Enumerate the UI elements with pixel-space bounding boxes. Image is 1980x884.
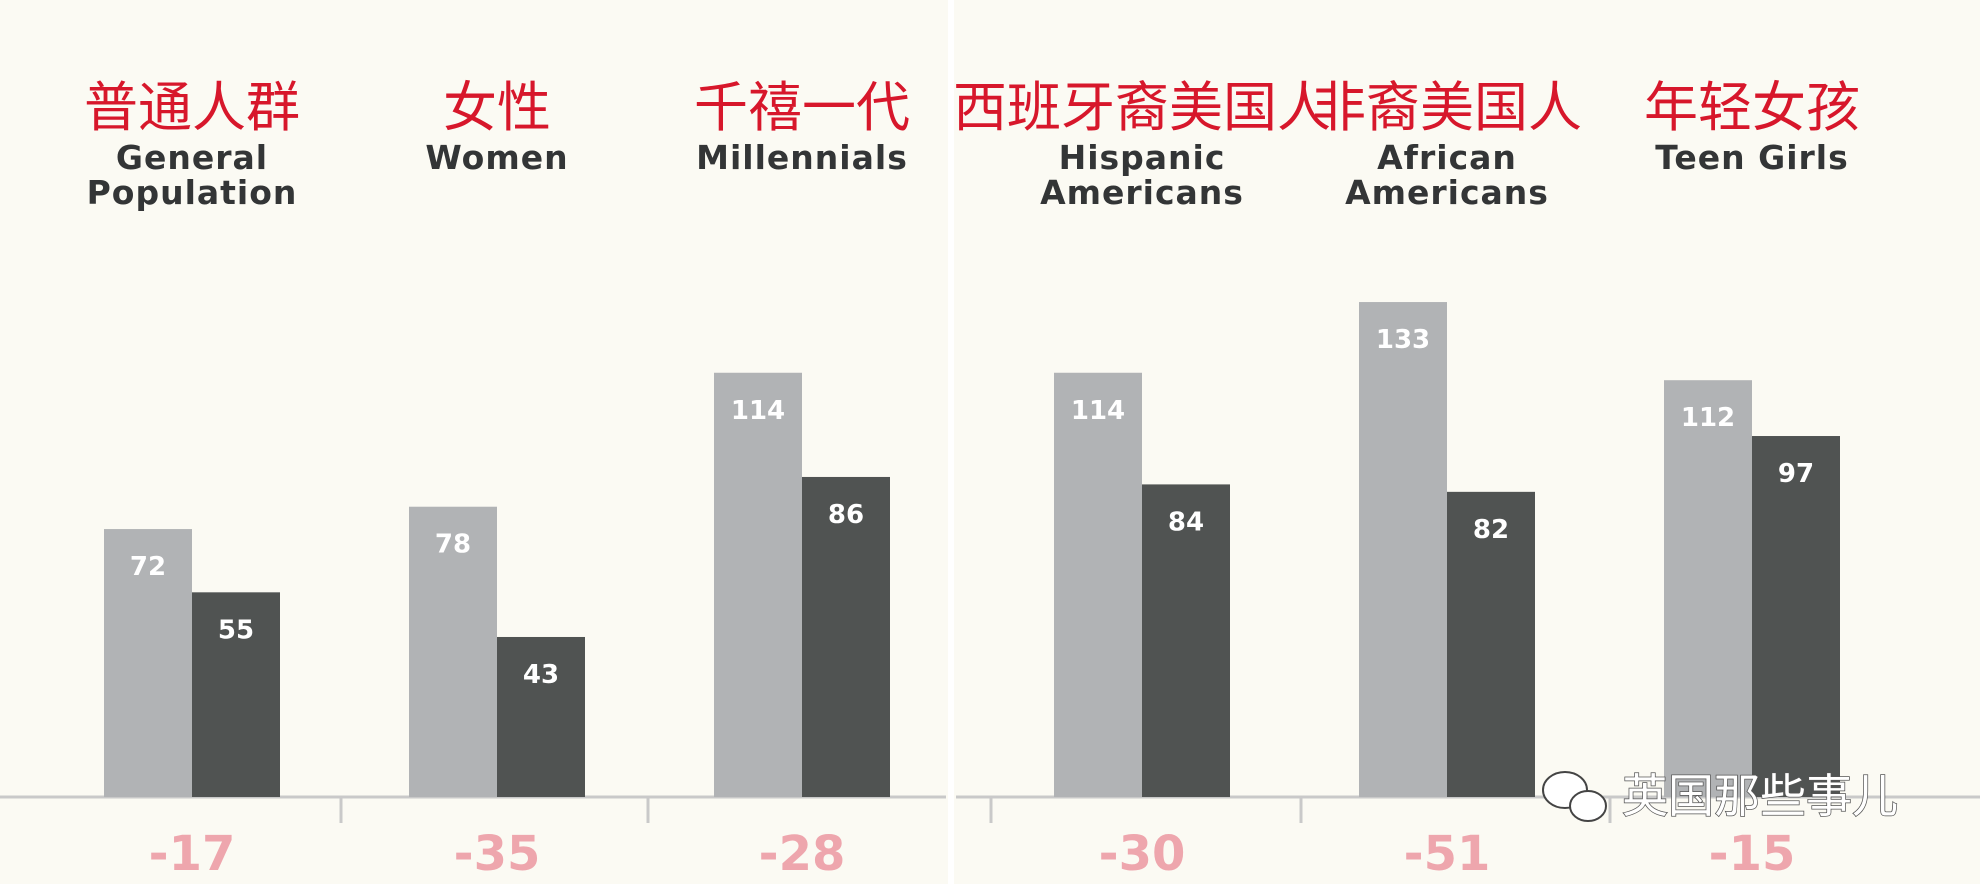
bar — [714, 372, 802, 797]
value-label: 55 — [218, 615, 254, 645]
bar — [1359, 302, 1447, 797]
difference-label: -51 — [1404, 826, 1491, 882]
panel-divider — [948, 0, 954, 884]
difference-label: -35 — [454, 826, 541, 882]
difference-label: -17 — [149, 826, 236, 882]
value-label: 112 — [1681, 403, 1735, 433]
category-label: Teen Girls — [1655, 138, 1849, 177]
bar — [1752, 436, 1840, 797]
category-label: General Population — [86, 138, 298, 212]
bar — [497, 636, 585, 797]
difference-label: -15 — [1709, 826, 1796, 882]
bar — [1447, 491, 1535, 797]
value-label: 78 — [435, 530, 471, 560]
category-label: Hispanic Americans — [1040, 138, 1244, 212]
value-label: 72 — [130, 552, 166, 582]
bar — [1142, 484, 1230, 797]
value-label: 86 — [828, 500, 864, 530]
category-label: African Americans — [1345, 138, 1549, 212]
category-label-zh: 年轻女孩 — [1644, 76, 1860, 139]
category-label-zh: 女性 — [443, 76, 551, 139]
category-label: Women — [425, 138, 569, 177]
watermark-icon — [1542, 771, 1607, 822]
category-label-zh: 普通人群 — [84, 76, 300, 139]
bar — [1664, 380, 1752, 797]
category-label-zh: 非裔美国人 — [1312, 76, 1582, 139]
category-label-zh: 千禧一代 — [694, 76, 910, 139]
difference-label: -28 — [759, 826, 846, 882]
bar — [104, 529, 192, 797]
watermark: 英国那些事儿 — [1622, 769, 1898, 823]
bar — [409, 506, 497, 797]
value-label: 97 — [1778, 459, 1814, 489]
bar — [192, 592, 280, 797]
value-label: 133 — [1376, 325, 1430, 355]
value-label: 84 — [1168, 507, 1204, 537]
bar — [802, 476, 890, 797]
bar — [1054, 372, 1142, 797]
value-label: 114 — [1071, 396, 1125, 426]
value-label: 43 — [523, 660, 559, 690]
value-label: 114 — [731, 396, 785, 426]
category-label-zh: 西班牙裔美国人 — [953, 76, 1331, 139]
difference-label: -30 — [1099, 826, 1186, 882]
value-label: 82 — [1473, 515, 1509, 545]
category-label: Millennials — [696, 138, 908, 177]
